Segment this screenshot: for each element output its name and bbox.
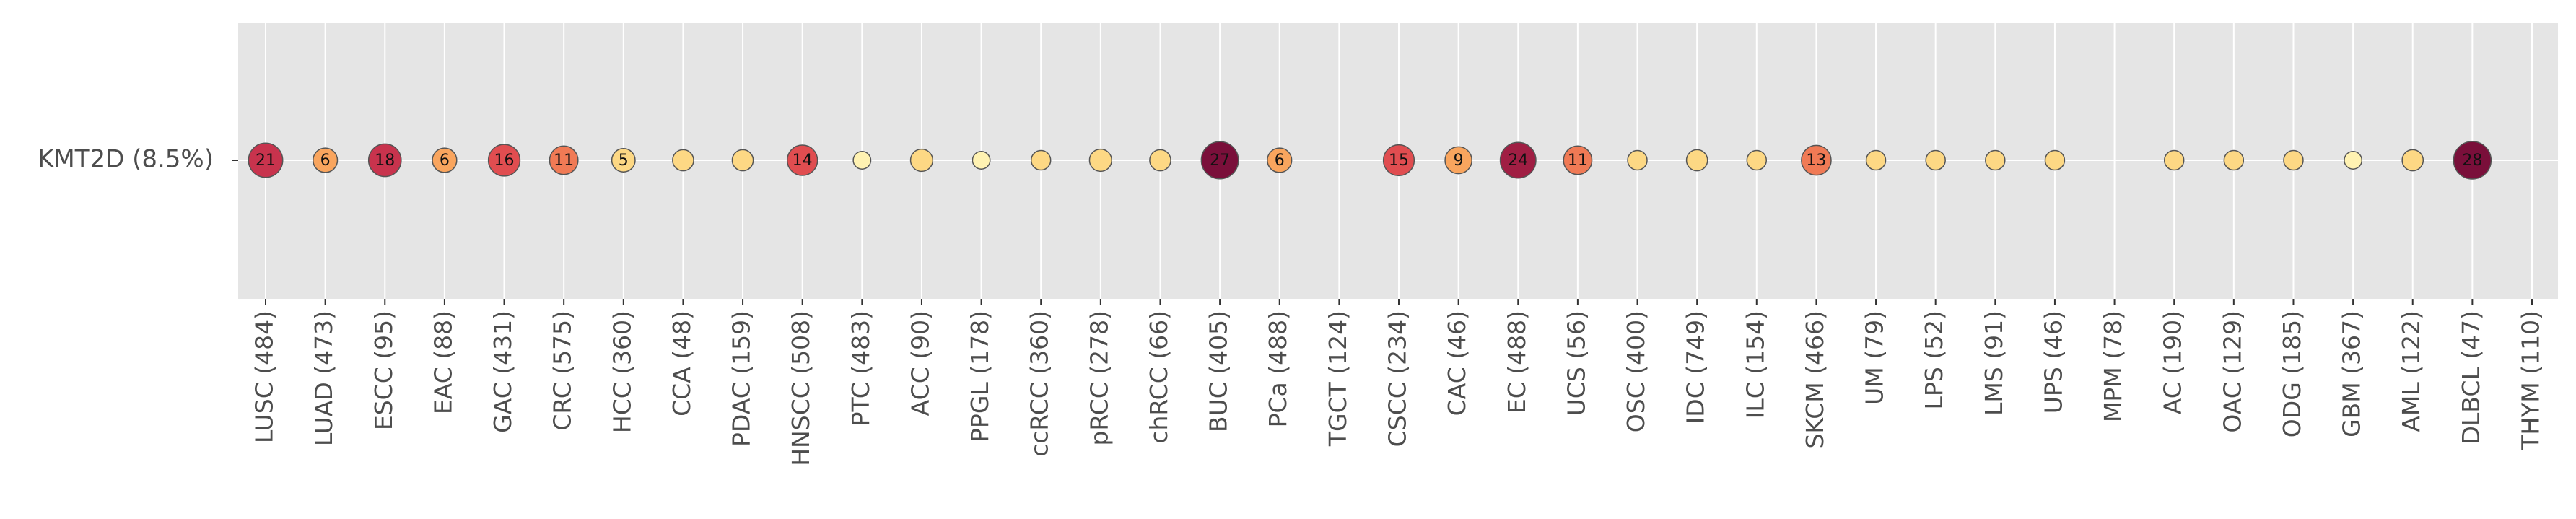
bubble-value-label: 11 <box>554 152 574 170</box>
bubble-point <box>2283 149 2304 171</box>
bubble-point <box>1382 144 1415 177</box>
bubble-point <box>367 143 402 178</box>
bubble-point <box>2401 149 2424 172</box>
bubble-point <box>1200 141 1239 180</box>
bubble-point <box>2223 149 2245 171</box>
bubble-value-label: 16 <box>494 152 515 170</box>
bubble-value-label: 6 <box>1275 152 1285 170</box>
x-tick-label: BUC (405) <box>1205 310 1233 432</box>
bubble-point <box>1030 149 1052 171</box>
x-tick-label: GAC (431) <box>489 310 517 433</box>
bubble-point <box>248 142 284 178</box>
y-axis: KMT2D (8.5%) <box>38 145 238 174</box>
bubble-point <box>487 144 521 177</box>
x-tick-label: IDC (749) <box>1682 310 1710 424</box>
x-tick-label: DLBCL (47) <box>2457 310 2485 445</box>
bubble-point <box>972 151 991 170</box>
x-axis: LUSC (484) LUAD (473) ESCC (95) EAC (88) GAC… <box>250 299 2545 466</box>
x-tick-label: THYM (110) <box>2517 310 2545 450</box>
x-tick-label: LUAD (473) <box>310 310 338 446</box>
bubble-point <box>1685 149 1708 172</box>
x-tick-label: UCS (56) <box>1562 310 1590 416</box>
x-tick-label: AC (190) <box>2159 310 2187 414</box>
x-tick-label: OAC (129) <box>2218 310 2246 433</box>
bubble-value-label: 24 <box>1508 152 1528 170</box>
x-tick-label: LUSC (484) <box>250 310 279 443</box>
bubble-value-label: 15 <box>1389 152 1409 170</box>
x-tick-label: AML (122) <box>2397 310 2425 432</box>
bubble-point <box>2344 151 2363 170</box>
bubble-point <box>1925 149 1946 171</box>
bubble-point <box>672 149 694 172</box>
bubble-value-label: 9 <box>1454 152 1464 170</box>
bubble-value-label: 27 <box>1210 152 1230 170</box>
bubble-point <box>1801 144 1832 176</box>
x-tick-label: CAC (46) <box>1443 310 1471 416</box>
x-tick-label: ACC (90) <box>906 310 934 416</box>
x-tick-label: SKCM (466) <box>1801 310 1829 449</box>
bubble-value-label: 11 <box>1568 152 1588 170</box>
bubbles: 21 6 18 6 16 11 5 14 27 6 15 9 24 11 13 28 <box>248 141 2492 180</box>
x-tick-label: ODG (185) <box>2278 310 2306 437</box>
bubble-value-label: 18 <box>375 152 395 170</box>
bubble-point <box>2453 141 2492 180</box>
x-tick-label: CRC (575) <box>549 310 577 431</box>
x-tick-label: UPS (46) <box>2039 310 2067 414</box>
x-tick-label: ESCC (95) <box>370 310 398 430</box>
x-tick-label: EC (488) <box>1503 310 1531 414</box>
x-tick-label: CCA (48) <box>668 310 696 416</box>
x-tick-label: HNSCC (508) <box>787 310 815 466</box>
x-tick-label: TGCT (124) <box>1324 310 1352 447</box>
bubble-point <box>549 145 579 175</box>
x-tick-label: pRCC (278) <box>1085 310 1113 446</box>
bubble-point <box>1627 149 1648 171</box>
bubble-point <box>1865 149 1887 171</box>
x-tick-label: PPGL (178) <box>966 310 994 442</box>
x-tick-label: UM (79) <box>1861 310 1889 405</box>
bubble-point <box>1444 146 1472 175</box>
x-tick-label: LMS (91) <box>1980 310 2008 416</box>
bubble-point <box>312 147 339 173</box>
bubble-point <box>1149 149 1171 172</box>
x-tick-label: CSCC (234) <box>1384 310 1412 447</box>
bubble-point <box>786 144 818 176</box>
bubble-point <box>1499 141 1537 179</box>
x-tick-label: OSC (400) <box>1622 310 1650 432</box>
bubble-value-label: 28 <box>2462 152 2482 170</box>
y-tick-label-gene: KMT2D (8.5%) <box>38 145 214 174</box>
bubble-point <box>1746 149 1768 171</box>
x-tick-label: HCC (360) <box>608 310 636 433</box>
bubble-point <box>2163 149 2185 171</box>
x-tick-label: PDAC (159) <box>728 310 756 447</box>
bubble-point <box>1088 148 1112 173</box>
bubble-value-label: 14 <box>793 152 813 170</box>
x-tick-label: ILC (154) <box>1741 310 1769 419</box>
bubble-point <box>432 147 458 173</box>
x-tick-label: EAC (88) <box>429 310 457 414</box>
bubble-value-label: 13 <box>1806 152 1826 170</box>
bubble-point <box>909 148 934 173</box>
bubble-point <box>1563 145 1593 175</box>
bubble-point <box>2044 149 2066 171</box>
x-tick-label: LPS (52) <box>1920 310 1948 409</box>
x-tick-label: chRCC (66) <box>1145 310 1173 444</box>
bubble-point <box>1267 147 1293 173</box>
bubble-point <box>611 148 636 173</box>
x-tick-label: GBM (367) <box>2338 310 2366 437</box>
x-tick-label: ccRCC (360) <box>1026 310 1054 457</box>
bubble-point <box>852 151 872 170</box>
x-tick-label: PTC (483) <box>847 310 875 426</box>
bubble-value-label: 5 <box>619 152 629 170</box>
bubble-value-label: 21 <box>256 152 276 170</box>
bubble-value-label: 6 <box>320 152 331 170</box>
bubble-value-label: 6 <box>440 152 450 170</box>
x-tick-label: MPM (78) <box>2099 310 2127 422</box>
x-tick-label: PCa (488) <box>1264 310 1292 427</box>
bubble-point <box>1985 149 2006 171</box>
bubble-point <box>731 149 754 172</box>
